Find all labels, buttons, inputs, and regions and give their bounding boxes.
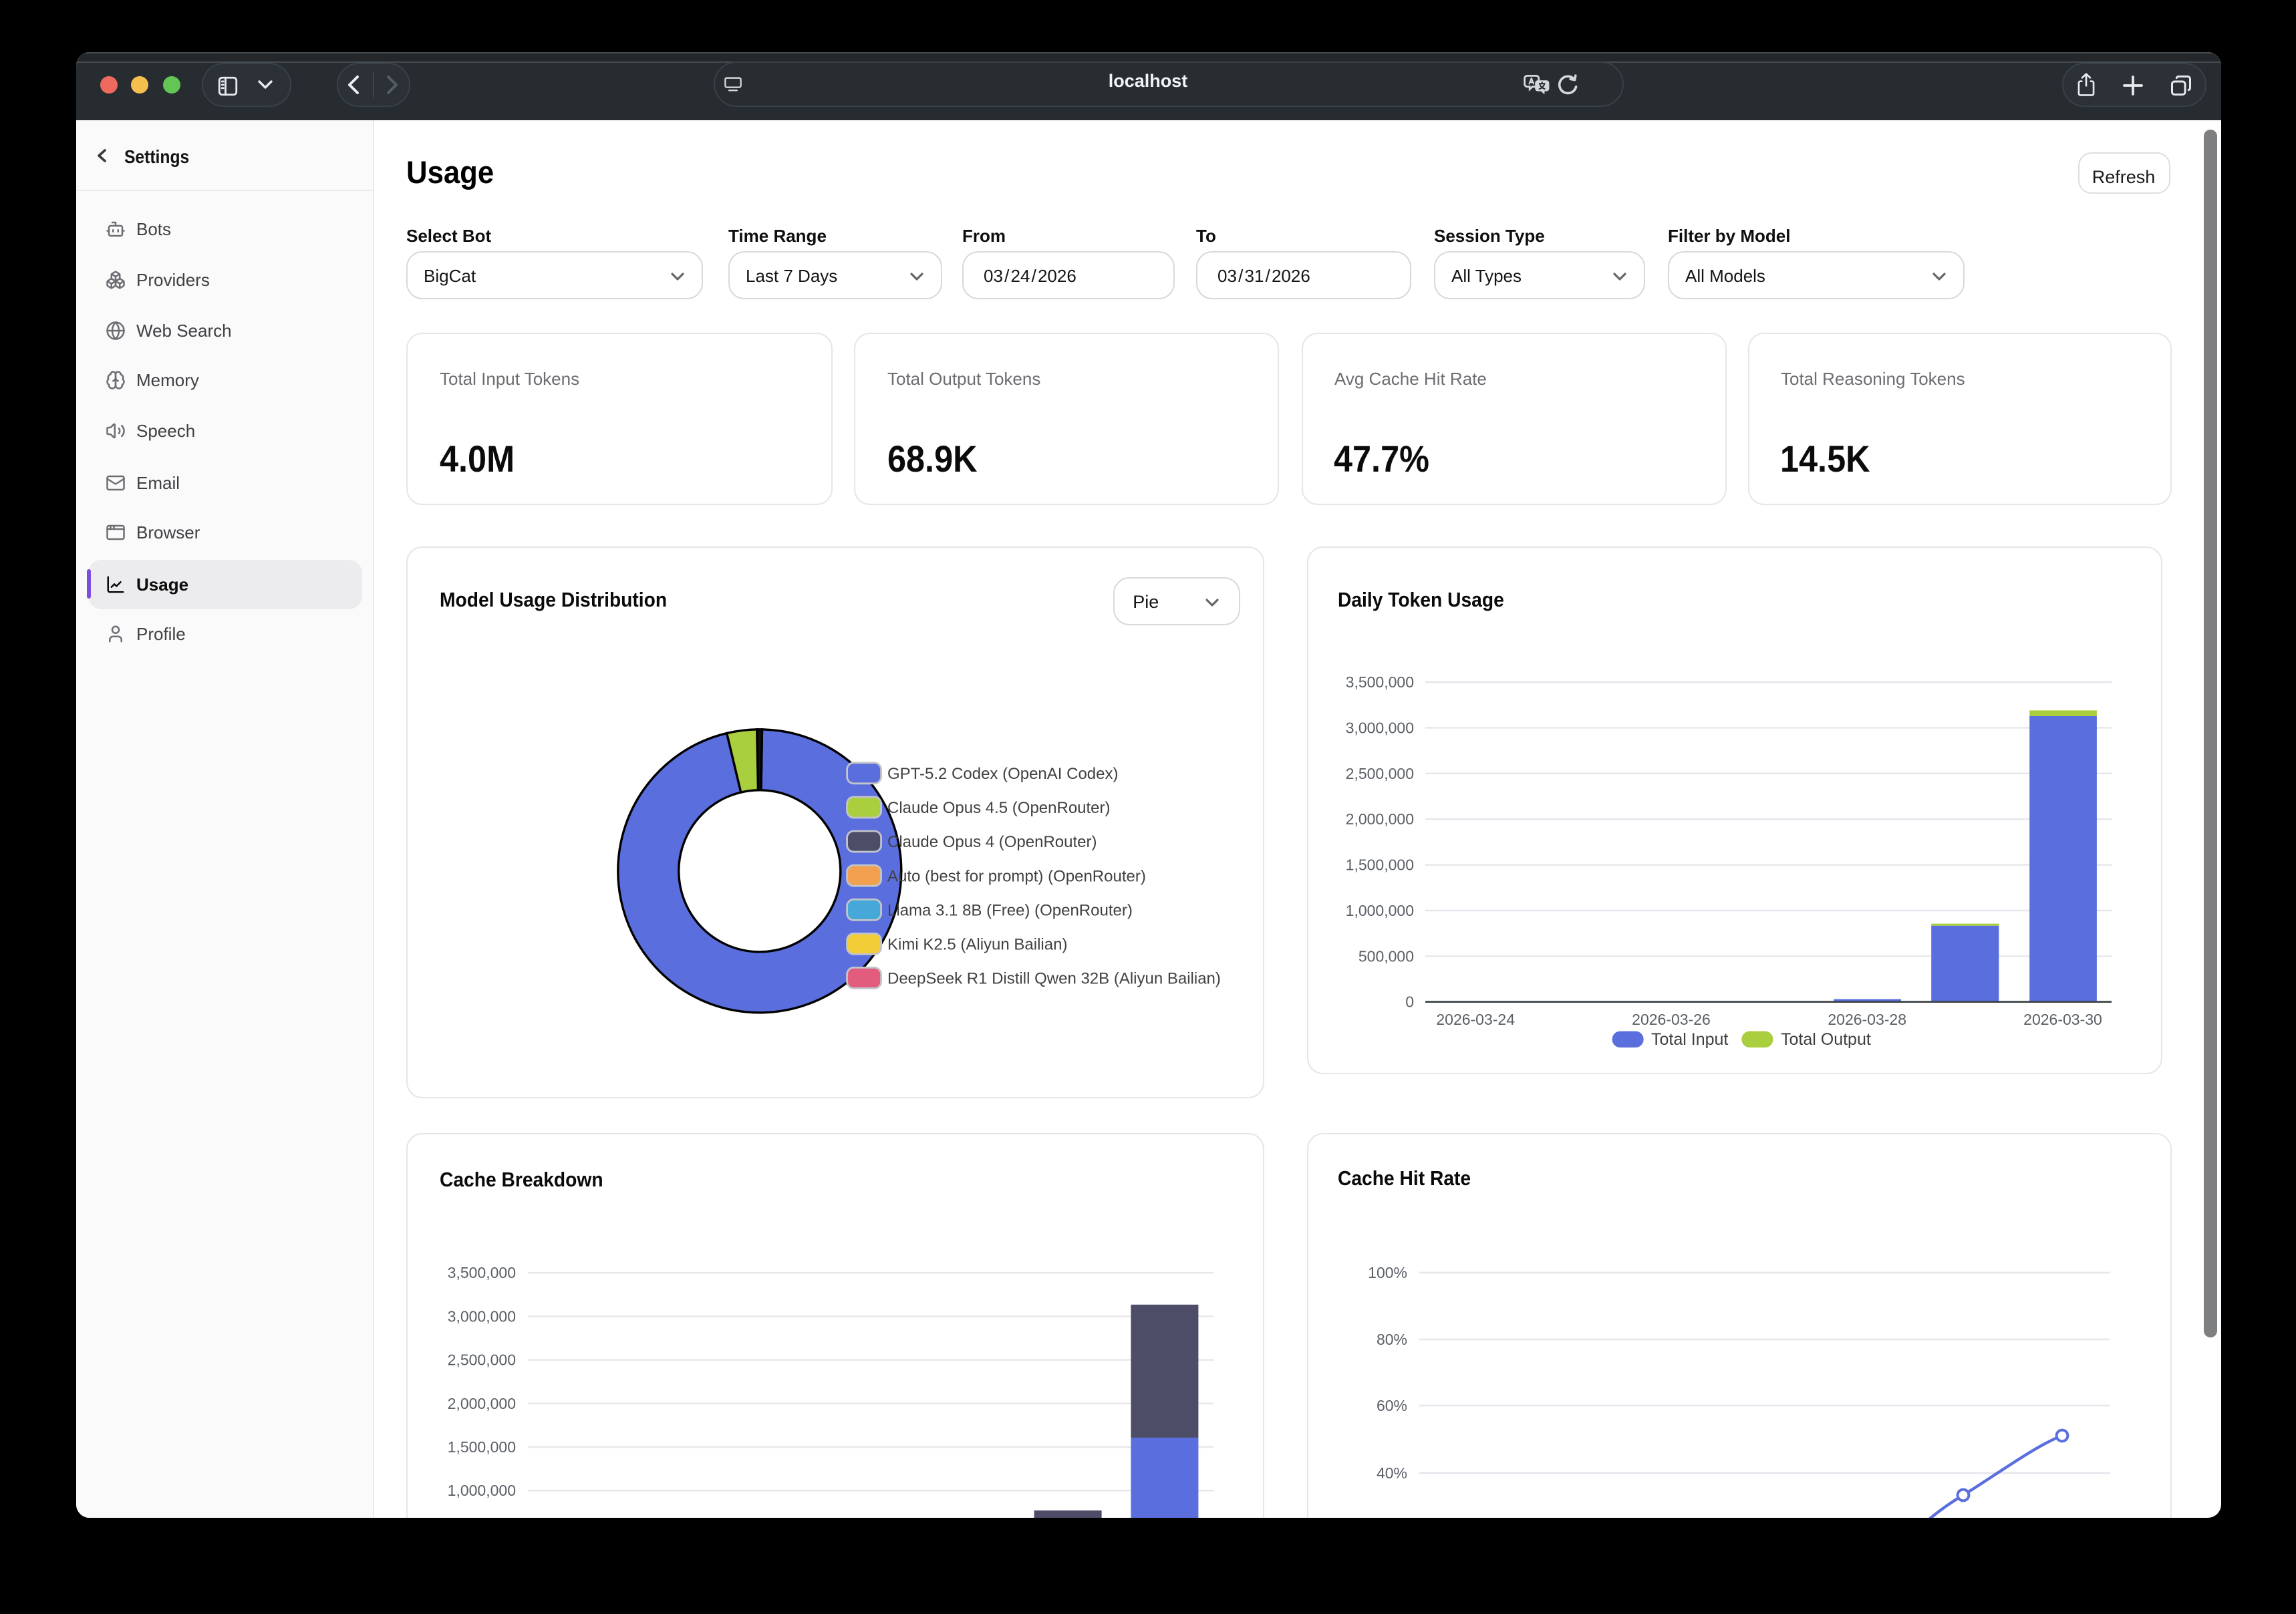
svg-text:0: 0	[1405, 993, 1413, 1011]
svg-text:1,500,000: 1,500,000	[448, 1438, 516, 1456]
svg-text:40%: 40%	[1376, 1464, 1407, 1481]
svg-text:Auto (best for prompt) (OpenRo: Auto (best for prompt) (OpenRouter)	[887, 867, 1146, 885]
svg-text:2026-03-26: 2026-03-26	[1631, 1011, 1710, 1028]
svg-text:Llama 3.1 8B (Free) (OpenRoute: Llama 3.1 8B (Free) (OpenRouter)	[887, 902, 1133, 920]
svg-text:500,000: 500,000	[1358, 947, 1413, 965]
svg-text:80%: 80%	[1376, 1330, 1407, 1347]
svg-text:2026-03-28: 2026-03-28	[1827, 1011, 1906, 1028]
svg-text:60%: 60%	[1376, 1396, 1407, 1414]
svg-text:Total Input: Total Input	[1651, 1030, 1727, 1049]
svg-text:2026-03-24: 2026-03-24	[1435, 1011, 1514, 1028]
svg-text:DeepSeek R1 Distill Qwen 32B (: DeepSeek R1 Distill Qwen 32B (Aliyun Bai…	[887, 970, 1221, 988]
svg-text:2026-03-30: 2026-03-30	[2023, 1011, 2102, 1028]
svg-text:Claude Opus 4.5 (OpenRouter): Claude Opus 4.5 (OpenRouter)	[887, 799, 1111, 817]
svg-text:2,000,000: 2,000,000	[448, 1395, 516, 1412]
svg-text:3,000,000: 3,000,000	[448, 1307, 516, 1325]
svg-text:GPT-5.2 Codex (OpenAI Codex): GPT-5.2 Codex (OpenAI Codex)	[887, 765, 1119, 783]
svg-text:2,500,000: 2,500,000	[448, 1351, 516, 1369]
svg-text:Total Output: Total Output	[1780, 1030, 1870, 1049]
svg-text:1,500,000: 1,500,000	[1345, 856, 1413, 874]
svg-text:2,500,000: 2,500,000	[1345, 765, 1413, 782]
svg-text:3,500,000: 3,500,000	[1345, 673, 1413, 691]
svg-text:3,500,000: 3,500,000	[448, 1264, 516, 1281]
svg-text:Claude Opus 4 (OpenRouter): Claude Opus 4 (OpenRouter)	[887, 833, 1097, 851]
svg-text:Kimi K2.5 (Aliyun Bailian): Kimi K2.5 (Aliyun Bailian)	[887, 936, 1067, 954]
svg-text:1,000,000: 1,000,000	[1345, 902, 1413, 919]
svg-text:3,000,000: 3,000,000	[1345, 719, 1413, 736]
svg-text:2,000,000: 2,000,000	[1345, 810, 1413, 828]
svg-text:100%: 100%	[1367, 1263, 1407, 1281]
svg-text:1,000,000: 1,000,000	[448, 1482, 516, 1499]
